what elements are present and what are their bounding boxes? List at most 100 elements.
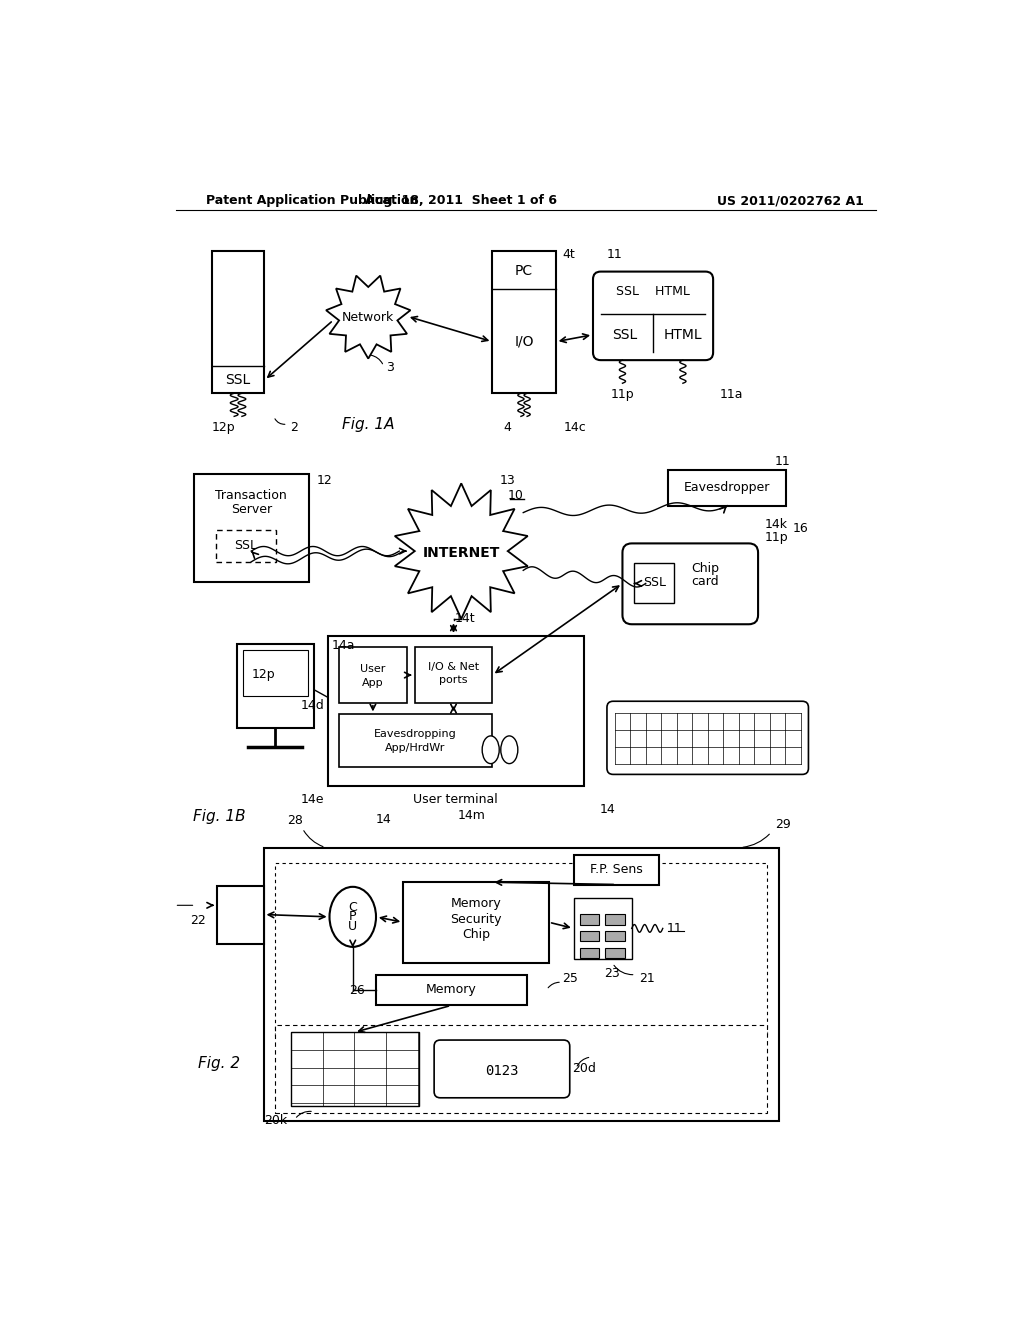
Text: 3: 3 — [386, 362, 394, 375]
Bar — [580, 931, 599, 941]
FancyBboxPatch shape — [593, 272, 713, 360]
Text: C: C — [348, 902, 357, 915]
Text: 14k: 14k — [764, 517, 787, 531]
Text: Patent Application Publication: Patent Application Publication — [206, 194, 418, 207]
Text: Memory: Memory — [451, 898, 502, 911]
Bar — [216, 529, 276, 562]
Text: 14: 14 — [376, 813, 391, 825]
Bar — [573, 898, 632, 960]
Bar — [339, 647, 407, 702]
Bar — [328, 636, 584, 785]
Text: 11p: 11p — [764, 531, 787, 544]
Text: Aug. 18, 2011  Sheet 1 of 6: Aug. 18, 2011 Sheet 1 of 6 — [366, 194, 557, 207]
Bar — [605, 948, 625, 958]
Bar — [403, 882, 549, 964]
Text: F.P. Sens: F.P. Sens — [590, 863, 643, 876]
Text: 13: 13 — [500, 474, 516, 487]
Text: 10: 10 — [508, 490, 523, 502]
Polygon shape — [326, 276, 411, 359]
Text: US 2011/0202762 A1: US 2011/0202762 A1 — [718, 194, 864, 207]
Text: App/HrdWr: App/HrdWr — [385, 743, 445, 754]
Text: SSL: SSL — [234, 539, 257, 552]
Text: User terminal: User terminal — [414, 793, 499, 807]
Text: 14m: 14m — [458, 809, 485, 822]
Ellipse shape — [482, 737, 500, 763]
Text: 11p: 11p — [610, 388, 634, 401]
Bar — [605, 931, 625, 941]
Text: card: card — [691, 576, 719, 589]
Text: 14a: 14a — [332, 639, 355, 652]
FancyBboxPatch shape — [623, 544, 758, 624]
Text: 12p: 12p — [252, 668, 275, 681]
Text: Security: Security — [451, 912, 502, 925]
Bar — [237, 644, 314, 729]
Text: PC: PC — [515, 264, 534, 277]
Text: Transaction: Transaction — [215, 490, 287, 502]
Polygon shape — [395, 483, 527, 619]
Bar — [580, 948, 599, 958]
Bar — [376, 974, 527, 1006]
Bar — [243, 649, 308, 696]
Bar — [275, 863, 767, 1036]
Text: Chip: Chip — [462, 928, 489, 941]
Text: Memory: Memory — [426, 983, 476, 997]
Bar — [634, 562, 675, 603]
Text: SSL    HTML: SSL HTML — [615, 285, 689, 298]
Text: U: U — [348, 920, 357, 933]
Text: I/O & Net: I/O & Net — [428, 661, 479, 672]
Text: 14c: 14c — [563, 421, 587, 434]
Text: 29: 29 — [775, 818, 791, 832]
Ellipse shape — [330, 887, 376, 946]
Text: 14t: 14t — [455, 612, 475, 626]
Text: 12p: 12p — [212, 421, 236, 434]
Text: 20k: 20k — [264, 1114, 287, 1127]
Text: Fig. 1A: Fig. 1A — [342, 417, 394, 432]
Text: I/O: I/O — [514, 335, 534, 348]
Bar — [669, 470, 786, 506]
Text: 25: 25 — [562, 972, 578, 985]
Bar — [580, 913, 599, 924]
Text: 4t: 4t — [562, 248, 574, 261]
Text: Fig. 2: Fig. 2 — [199, 1056, 241, 1071]
Text: 14e: 14e — [301, 793, 324, 807]
Bar — [212, 251, 264, 393]
Bar — [275, 1024, 767, 1113]
Text: ports: ports — [439, 676, 468, 685]
Bar — [415, 647, 493, 702]
Bar — [291, 1032, 419, 1106]
Text: 11a: 11a — [719, 388, 742, 401]
Text: User: User — [360, 664, 386, 675]
Text: SSL: SSL — [225, 374, 251, 387]
Text: SSL: SSL — [612, 327, 637, 342]
Bar — [263, 847, 779, 1121]
Text: 14d: 14d — [300, 698, 324, 711]
Text: Chip: Chip — [691, 561, 720, 574]
Text: 14: 14 — [599, 803, 615, 816]
Ellipse shape — [501, 737, 518, 763]
Text: Eavesdropping: Eavesdropping — [374, 729, 457, 739]
Text: 28: 28 — [287, 814, 302, 828]
Text: Fig. 1B: Fig. 1B — [194, 809, 246, 824]
Text: 4: 4 — [504, 421, 512, 434]
Text: Server: Server — [230, 503, 271, 516]
Bar — [605, 913, 625, 924]
Text: 26: 26 — [348, 983, 365, 997]
Text: Eavesdropper: Eavesdropper — [684, 482, 770, 495]
Text: 2: 2 — [290, 421, 298, 434]
Text: 11: 11 — [667, 921, 682, 935]
Text: 21: 21 — [639, 972, 655, 985]
FancyBboxPatch shape — [607, 701, 809, 775]
Text: Network: Network — [342, 310, 394, 323]
Text: 22: 22 — [189, 915, 206, 927]
Text: App: App — [362, 677, 384, 688]
Text: 11: 11 — [774, 454, 790, 467]
Bar — [493, 251, 556, 393]
Text: P: P — [349, 911, 356, 924]
Text: 20d: 20d — [571, 1063, 596, 1074]
Text: 23: 23 — [604, 966, 621, 979]
Bar — [339, 714, 493, 767]
Text: 0123: 0123 — [484, 1064, 518, 1078]
Text: 16: 16 — [793, 523, 808, 536]
Text: SSL: SSL — [643, 576, 666, 589]
Bar — [217, 886, 263, 944]
